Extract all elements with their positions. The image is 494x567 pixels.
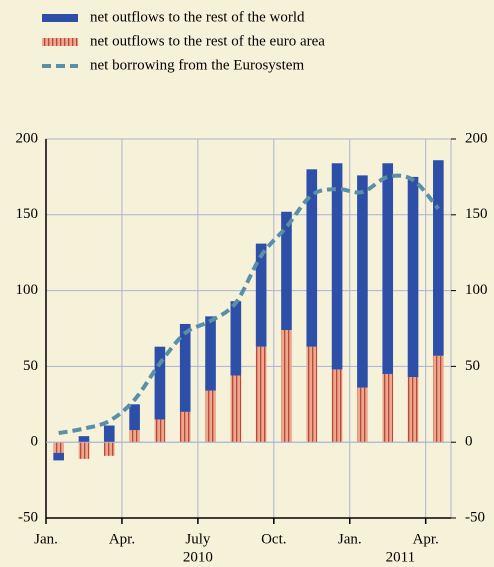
y-tick-label: 150 xyxy=(16,206,39,222)
y2-tick-label: 200 xyxy=(465,130,488,146)
y-tick-label: 100 xyxy=(16,282,39,298)
x-tick-label: Oct. xyxy=(261,531,286,547)
y2-tick-label: 100 xyxy=(465,282,488,298)
x-tick-label: July xyxy=(185,531,211,547)
bar xyxy=(230,375,242,443)
y2-tick-label: 150 xyxy=(465,206,488,222)
bar xyxy=(53,452,64,461)
bar xyxy=(103,442,115,456)
x-tick-label: Apr. xyxy=(413,531,439,547)
line xyxy=(58,173,440,436)
bar xyxy=(433,160,444,356)
y-tick-label: -50 xyxy=(18,509,38,525)
bar xyxy=(407,377,419,443)
y2-tick-label: -50 xyxy=(465,509,485,525)
legend-label: net outflows to the rest of the world xyxy=(90,9,305,25)
legend: net outflows to the rest of the world net… xyxy=(42,9,325,73)
bar xyxy=(357,387,368,443)
y2-tick-label: 0 xyxy=(465,434,473,450)
bar xyxy=(281,330,292,443)
year-label: 2011 xyxy=(386,549,415,565)
y2-tick-label: 50 xyxy=(465,358,480,374)
bar xyxy=(407,176,419,378)
x-tick-label: Jan. xyxy=(34,531,58,547)
bar xyxy=(331,163,343,370)
bar xyxy=(179,323,191,412)
bar xyxy=(129,404,140,431)
bar xyxy=(255,243,267,347)
bar xyxy=(205,316,216,391)
bar xyxy=(53,442,64,453)
bar xyxy=(281,211,292,331)
x-tick-label: Apr. xyxy=(109,531,135,547)
bar xyxy=(255,346,267,443)
bar xyxy=(433,355,444,443)
y-tick-label: 200 xyxy=(16,130,39,146)
bar xyxy=(382,163,394,374)
legend-swatch xyxy=(42,14,78,22)
bar xyxy=(230,301,242,376)
legend-label: net outflows to the rest of the euro are… xyxy=(90,33,325,49)
y-tick-label: 50 xyxy=(23,358,38,374)
bar xyxy=(331,369,343,443)
bar xyxy=(78,436,90,443)
legend-swatch xyxy=(42,38,78,46)
bar xyxy=(78,442,90,459)
bar xyxy=(205,390,216,443)
bar xyxy=(129,430,140,443)
legend-label: net borrowing from the Eurosystem xyxy=(90,57,304,73)
x-tick-label: Jan. xyxy=(338,531,362,547)
bar xyxy=(103,425,115,443)
bar xyxy=(382,373,394,443)
y-tick-label: 0 xyxy=(31,434,39,450)
bar xyxy=(357,175,368,388)
year-label: 2010 xyxy=(183,549,213,565)
bar xyxy=(306,169,318,347)
bar xyxy=(306,346,318,443)
bar xyxy=(154,419,166,443)
bar xyxy=(154,346,166,420)
bar xyxy=(179,411,191,443)
